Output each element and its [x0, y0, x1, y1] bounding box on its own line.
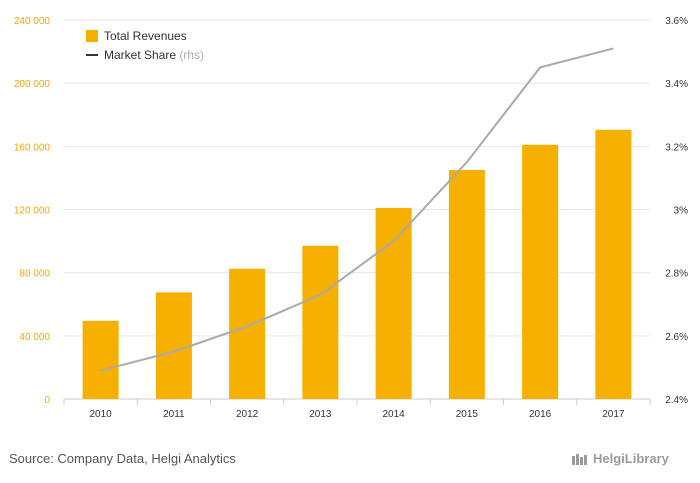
right-tick-label: 3% [674, 206, 689, 217]
source-note: Source: Company Data, Helgi Analytics [9, 451, 236, 466]
brand-logo[interactable]: HelgiLibrary [571, 451, 669, 466]
bar [375, 207, 412, 399]
right-tick-label: 2.8% [665, 269, 688, 280]
combo-chart: 0 40 000 80 000 120 000 160 000 200 000 240 00… [14, 16, 689, 420]
market-share-line [100, 47, 614, 372]
x-tick-label: 2017 [602, 409, 625, 420]
left-tick-label: 0 [44, 395, 50, 406]
x-tick-label: 2011 [163, 409, 185, 420]
legend-rhs-note: (rhs) [179, 48, 204, 62]
x-tick-label: 2015 [456, 409, 479, 420]
left-tick-label: 240 000 [14, 16, 51, 27]
bar [595, 129, 632, 400]
x-tick-label: 2013 [309, 409, 332, 420]
x-tick-label: 2016 [529, 409, 552, 420]
x-tick-label: 2014 [383, 409, 406, 420]
brand-name: HelgiLibrary [593, 451, 669, 466]
bar [522, 144, 559, 399]
left-tick-label: 40 000 [19, 332, 50, 343]
right-tick-label: 2.6% [665, 332, 688, 343]
x-tick-label: 2010 [90, 409, 113, 420]
right-tick-label: 2.4% [665, 395, 688, 406]
bar [448, 170, 485, 399]
left-tick-label: 200 000 [14, 79, 51, 90]
left-tick-label: 120 000 [14, 206, 51, 217]
left-tick-label: 160 000 [14, 142, 51, 153]
legend-swatch-revenues [86, 30, 98, 42]
right-tick-label: 3.6% [665, 16, 688, 27]
right-tick-label: 3.4% [665, 79, 688, 90]
bar [155, 292, 192, 399]
bar [82, 320, 119, 399]
legend-label-revenues: Total Revenues [104, 29, 187, 43]
x-tick-label: 2012 [236, 409, 259, 420]
right-tick-label: 3.2% [665, 142, 688, 153]
library-icon [572, 453, 587, 465]
bar [302, 245, 339, 399]
left-tick-label: 80 000 [19, 269, 50, 280]
legend-label-market-share: Market Share (rhs) [104, 48, 204, 62]
bar [229, 268, 266, 399]
